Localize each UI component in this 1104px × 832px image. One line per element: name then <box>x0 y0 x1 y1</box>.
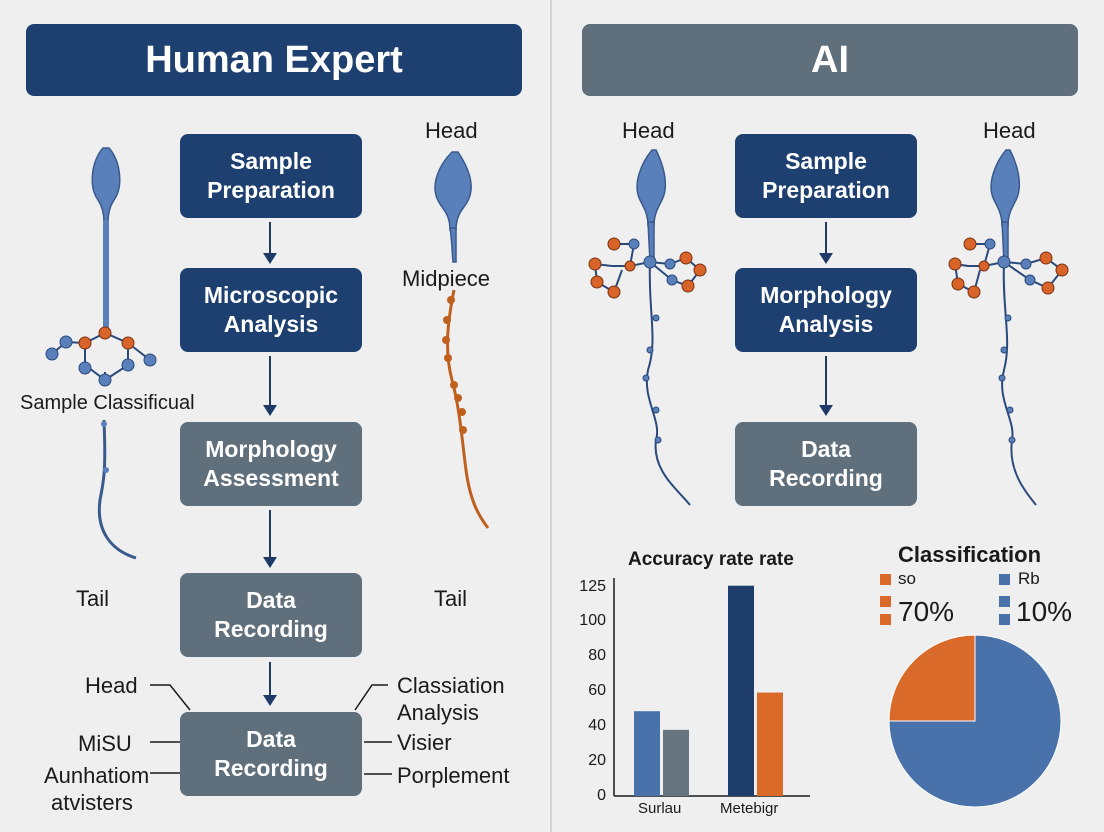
ytick-20: 20 <box>588 752 606 769</box>
ai-label-head-right: Head <box>983 118 1036 143</box>
legend-swatch-70 <box>880 596 891 607</box>
pie-chart-title: Classification <box>898 542 1042 567</box>
callout-atvisters: atvisters <box>51 790 133 815</box>
label-midpiece: Midpiece <box>402 266 491 291</box>
ytick-60: 60 <box>588 682 606 699</box>
legend-label-10: 10% <box>1016 596 1073 627</box>
human-expert-title: Human Expert <box>26 24 522 96</box>
legend-label-70: 70% <box>898 596 955 627</box>
bar-metebigr-1 <box>728 585 754 796</box>
arrow-4 <box>263 662 277 706</box>
arrow-1 <box>263 222 277 264</box>
ai-arrow-2 <box>819 356 833 416</box>
legend-swatch-10 <box>999 596 1010 607</box>
step-data-recording-1: Data Recording <box>180 573 362 657</box>
ytick-0: 0 <box>597 787 606 804</box>
legend-swatch-10b <box>999 614 1010 625</box>
step-morphology-assessment: Morphology Assessment <box>180 422 362 506</box>
legend-label-rb: Rb <box>1018 569 1040 588</box>
legend-label-so: so <box>898 569 916 588</box>
ai-label-head-left: Head <box>622 118 675 143</box>
pie-slice-2 <box>888 634 1062 808</box>
label-tail-right: Tail <box>434 586 468 611</box>
ytick-80: 80 <box>588 647 606 664</box>
step-microscopic-analysis: Microscopic Analysis <box>180 268 362 352</box>
ai-step-data-recording: Data Recording <box>735 422 917 506</box>
callout-head: Head <box>85 673 138 698</box>
xlabel-metebigr: Metebigr <box>720 800 779 817</box>
callout-classiation: Classiation <box>397 673 505 698</box>
ai-step-sample-preparation: Sample Preparation <box>735 134 917 218</box>
sperm-illustration-ai-left <box>636 149 667 263</box>
callout-visier: Visier <box>397 730 452 755</box>
label-sample-classificual: Sample Classificual <box>20 392 195 414</box>
sperm-illustration-right-expert <box>434 151 472 263</box>
label-head-right: Head <box>425 118 478 143</box>
bar-surlau-2 <box>663 729 689 796</box>
panel-divider <box>550 0 552 832</box>
callout-analysis: Analysis <box>397 700 479 725</box>
midpiece-beads <box>442 296 467 434</box>
legend-swatch-so <box>880 574 891 585</box>
callout-aunhatiom: Aunhatiom <box>44 763 150 788</box>
midpiece-right-expert <box>446 289 490 529</box>
tail-left-expert <box>97 419 137 560</box>
ai-arrow-1 <box>819 222 833 264</box>
ytick-40: 40 <box>588 717 606 734</box>
bar-chart-bars <box>634 585 783 796</box>
ai-step-morphology-analysis: Morphology Analysis <box>735 268 917 352</box>
callout-misu: MiSU <box>78 731 132 756</box>
ytick-125: 125 <box>579 578 606 595</box>
arrow-2 <box>263 356 277 416</box>
label-tail-left: Tail <box>76 586 110 611</box>
bar-metebigr-2 <box>757 692 783 796</box>
ai-title: AI <box>582 24 1078 96</box>
bar-surlau-1 <box>634 711 660 796</box>
pie-slice-1 <box>888 634 976 722</box>
legend-swatch-rb <box>999 574 1010 585</box>
step-sample-preparation: Sample Preparation <box>180 134 362 218</box>
legend-swatch-70b <box>880 614 891 625</box>
arrow-3 <box>263 510 277 568</box>
ai-title-text: AI <box>811 38 849 81</box>
ytick-100: 100 <box>579 612 606 629</box>
callout-porplement: Porplement <box>397 763 510 788</box>
human-expert-title-text: Human Expert <box>145 38 403 81</box>
sperm-illustration-left-expert <box>91 147 121 330</box>
step-data-recording-2: Data Recording <box>180 712 362 796</box>
xlabel-surlau: Surlau <box>638 800 682 817</box>
pie-chart <box>888 634 1062 808</box>
bar-chart-title: Accuracy rate rate <box>628 549 794 570</box>
callout-lines <box>150 684 392 775</box>
